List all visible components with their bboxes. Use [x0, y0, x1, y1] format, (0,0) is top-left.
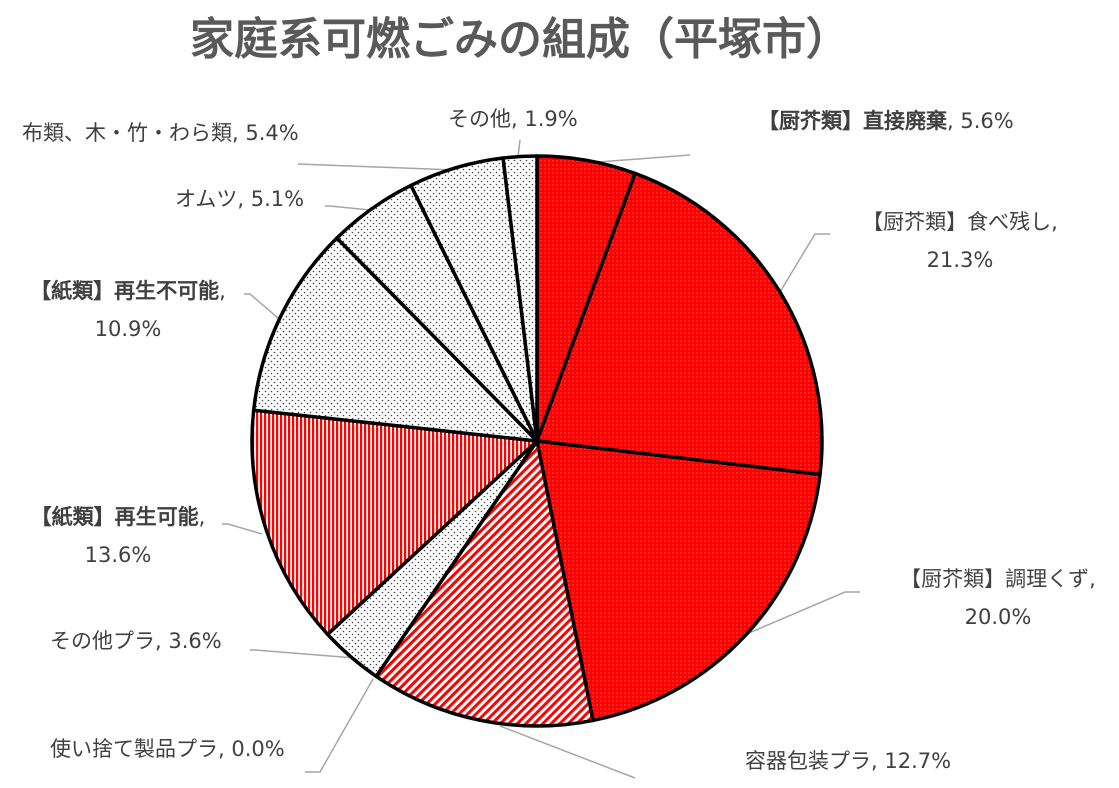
slice-label-7-line2: 10.9%: [95, 317, 162, 341]
slice-label-part: オムツ, 5.1%: [175, 187, 304, 211]
slice-label-6-line2: 13.6%: [85, 543, 152, 567]
slice-label-2: 【厨芥類】調理くず,: [900, 567, 1096, 591]
leader-line-9: [297, 163, 456, 171]
leader-line-1: [779, 233, 830, 293]
slice-label-part: 【紙類】再生可能: [31, 505, 199, 529]
slice-label-part: 【厨芥類】直接廃棄: [758, 109, 948, 133]
slice-label-5: その他プラ, 3.6%: [50, 629, 222, 653]
slice-label-2-line2: 20.0%: [965, 605, 1032, 629]
slice-label-7: 【紙類】再生不可能,: [30, 279, 226, 303]
leader-line-8: [325, 205, 371, 211]
slice-label-part: 【厨芥類】食べ残し,: [862, 210, 1058, 234]
pie-slice-7: [251, 236, 539, 443]
leader-line-6: [222, 523, 263, 535]
slice-label-part: 13.6%: [85, 543, 152, 567]
leader-line-0: [584, 154, 691, 164]
slice-label-part: その他, 1.9%: [448, 107, 578, 131]
slice-label-8: オムツ, 5.1%: [175, 187, 304, 211]
slice-label-part: 使い捨て製品プラ, 0.0%: [50, 737, 285, 761]
slice-label-part: 布類、木・竹・わら類, 5.4%: [22, 121, 299, 145]
slice-label-0: 【厨芥類】直接廃棄, 5.6%: [758, 109, 1014, 133]
pie-slice-2: [535, 439, 822, 723]
leader-line-4: [305, 678, 374, 773]
slice-label-1: 【厨芥類】食べ残し,: [862, 210, 1058, 234]
slice-label-9: 布類、木・竹・わら類, 5.4%: [22, 121, 299, 145]
leader-line-5: [250, 649, 356, 659]
slice-label-part: , 5.6%: [947, 109, 1014, 133]
slice-label-part: 容器包装プラ, 12.7%: [745, 749, 951, 773]
slice-label-part: 【厨芥類】調理くず,: [900, 567, 1096, 591]
slice-label-part: その他プラ, 3.6%: [50, 629, 222, 653]
slice-label-part: 21.3%: [927, 248, 994, 272]
slice-labels: 【厨芥類】直接廃棄, 5.6% 【厨芥類】食べ残し, 21.3% 【厨芥類】調理くず,…: [22, 107, 1096, 773]
chart-title: 家庭系可燃ごみの組成（平塚市）: [190, 14, 850, 65]
slice-label-part: 10.9%: [95, 317, 162, 341]
slice-label-4: 使い捨て製品プラ, 0.0%: [50, 737, 285, 761]
leader-line-10: [517, 139, 521, 158]
pie-slice-10: [501, 154, 539, 443]
pie-slice-1: [535, 171, 824, 477]
slice-label-part: ,: [219, 279, 226, 303]
leader-line-2: [741, 591, 860, 637]
pie-slice-3: [374, 439, 595, 728]
leader-line-3: [499, 725, 636, 779]
slice-label-part: 【紙類】再生不可能: [30, 279, 219, 303]
slice-label-6: 【紙類】再生可能,: [31, 505, 206, 529]
pie-slice-6: [250, 408, 539, 637]
leader-line-7: [244, 293, 279, 319]
slice-label-part: ,: [199, 505, 206, 529]
slice-label-part: 20.0%: [965, 605, 1032, 629]
leader-lines: [222, 139, 860, 779]
slice-label-10: その他, 1.9%: [448, 107, 578, 131]
pie-slices: [250, 154, 824, 728]
slice-label-3: 容器包装プラ, 12.7%: [745, 749, 951, 773]
slice-label-1-line2: 21.3%: [927, 248, 994, 272]
